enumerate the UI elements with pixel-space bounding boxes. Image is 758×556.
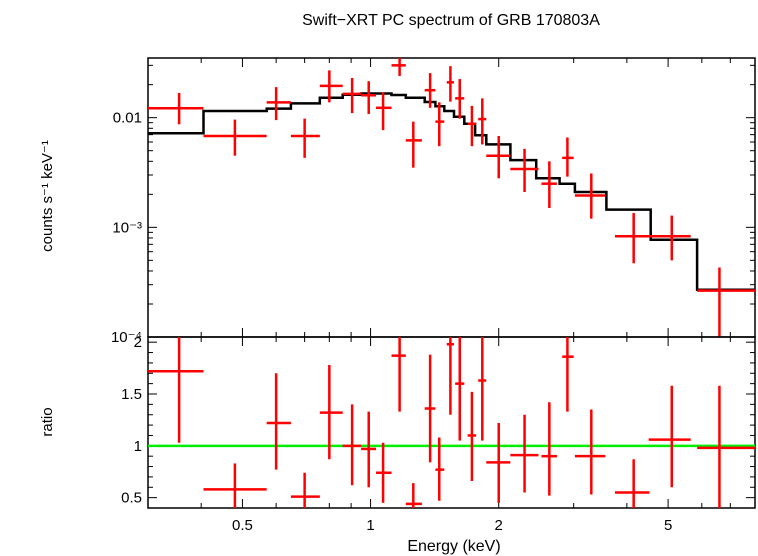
spectrum-y-tick-label: 10⁻⁴	[111, 329, 142, 346]
ratio-data-point	[455, 337, 465, 441]
ratio-data-point	[361, 411, 377, 488]
x-axis-label: Energy (keV)	[407, 538, 500, 555]
ratio-y-tick-label: 0.5	[121, 490, 142, 507]
spectrum-data-point	[290, 118, 320, 158]
ratio-data-point	[435, 437, 445, 501]
spectrum-data-point	[541, 161, 557, 209]
spectrum-data-point	[424, 73, 436, 108]
ratio-data-point	[541, 402, 557, 496]
spectrum-data-point	[435, 102, 445, 147]
ratio-y-tick-label: 1	[134, 438, 142, 455]
spectrum-data-point	[405, 121, 422, 168]
spectrum-data-point	[376, 92, 392, 131]
ratio-data-point	[405, 483, 422, 508]
spectrum-data-point	[614, 213, 650, 264]
spectrum-data-point	[467, 105, 477, 147]
spectrum-data-point	[486, 136, 511, 179]
spectrum-y-tick-label: 10⁻³	[112, 219, 142, 236]
ratio-data-point	[376, 442, 392, 503]
ratio-data-point	[478, 337, 487, 441]
spectrum-data-point	[203, 119, 267, 156]
ratio-data-point	[290, 472, 320, 508]
x-tick-label: 0.5	[232, 517, 253, 534]
spectrum-panel: 0.01 10⁻³ 10⁻⁴	[111, 57, 756, 346]
x-tick-label: 1	[366, 517, 374, 534]
spectrum-data-point	[391, 58, 406, 76]
ratio-data-point	[510, 414, 539, 493]
ratio-y-tick-label: 2	[134, 334, 142, 351]
ratio-data-point	[203, 463, 267, 508]
x-tick-label: 2	[495, 517, 503, 534]
ratio-data-point	[562, 337, 574, 412]
ratio-y-tick-label: 1.5	[121, 386, 142, 403]
ratio-data-point	[467, 391, 477, 482]
spectrum-data-point	[697, 267, 755, 337]
ratio-data-point	[574, 409, 606, 495]
spectrum-y-tick-label: 0.01	[113, 110, 142, 127]
ratio-data-point	[319, 364, 343, 460]
ratio-data-point	[446, 337, 454, 415]
spectrum-data-point	[342, 77, 362, 114]
ratio-data-point	[614, 459, 650, 508]
model-line	[148, 92, 755, 291]
spectrum-data-point	[361, 81, 377, 115]
spectrum-data-point	[510, 148, 539, 192]
ratio-data-point	[391, 337, 406, 412]
ratio-data-point	[648, 385, 691, 488]
spectrum-data-point	[266, 87, 291, 121]
spectrum-data-point	[446, 66, 454, 102]
spectrum-data-point	[478, 98, 487, 145]
spectrum-data-point	[148, 92, 204, 125]
spectrum-y-axis-label: counts s⁻¹ keV⁻¹	[39, 140, 56, 252]
ratio-data-point	[697, 385, 755, 508]
ratio-panel: 0.5 1 2 5 0.5 1 1.5 2	[121, 334, 756, 534]
ratio-data-point	[342, 404, 362, 486]
ratio-data-point	[424, 354, 436, 463]
spectrum-data-point	[574, 173, 606, 219]
spectrum-data-point	[648, 215, 691, 261]
spectrum-data-point	[319, 70, 343, 103]
ratio-data-point	[148, 337, 204, 443]
chart-title: Swift−XRT PC spectrum of GRB 170803A	[302, 12, 600, 29]
x-tick-label: 5	[664, 517, 672, 534]
ratio-data-point	[266, 373, 291, 470]
ratio-y-axis-label: ratio	[39, 407, 56, 436]
spectrum-data-point	[455, 79, 465, 119]
spectrum-data-point	[562, 137, 574, 177]
ratio-data-point	[486, 423, 511, 503]
